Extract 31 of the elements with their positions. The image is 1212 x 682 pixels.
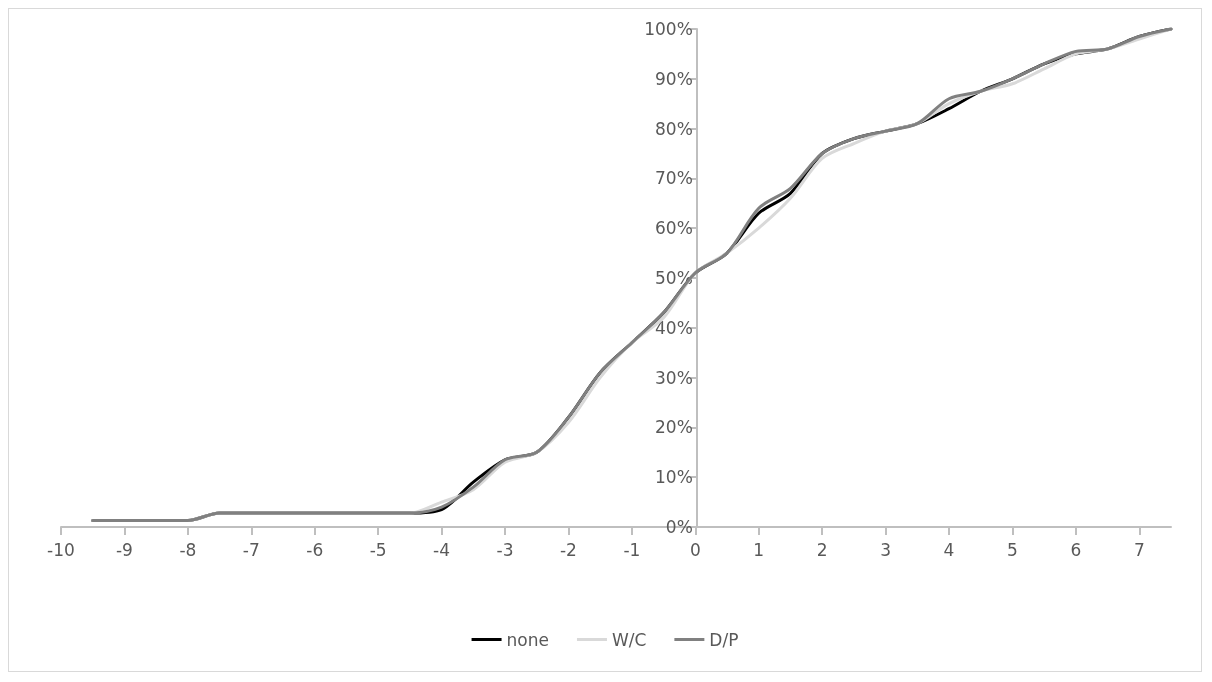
y-tick-label: 80%	[655, 118, 693, 139]
x-tick-label: -3	[496, 539, 514, 560]
y-tick-label: 10%	[655, 467, 693, 488]
x-tick-label: 7	[1133, 539, 1145, 560]
y-tick-label: 90%	[655, 68, 693, 89]
y-tick-label: 60%	[655, 218, 693, 239]
y-tick-label: 100%	[644, 19, 693, 39]
x-tick-label: 5	[1007, 539, 1018, 560]
legend-label: D/P	[709, 629, 739, 650]
y-tick-label: 40%	[655, 317, 693, 338]
x-tick-label: -1	[623, 539, 641, 560]
x-tick-label: -2	[559, 539, 577, 560]
x-tick-label: 6	[1070, 539, 1082, 560]
y-tick-label: 70%	[655, 168, 693, 189]
x-tick-label: -7	[242, 539, 260, 560]
x-tick-label: 1	[753, 539, 765, 560]
y-tick-label: 30%	[655, 367, 693, 388]
y-tick-label: 20%	[655, 417, 693, 438]
x-tick-label: 4	[943, 539, 955, 560]
x-tick-label: -9	[115, 539, 133, 560]
x-tick-label: 0	[689, 539, 701, 560]
legend-label: none	[506, 629, 549, 650]
x-tick-label: 3	[880, 539, 891, 560]
legend-label: W/C	[611, 629, 647, 650]
y-tick-label: 0%	[665, 517, 693, 537]
x-tick-label: -6	[306, 539, 324, 560]
x-tick-label: -10	[47, 539, 75, 560]
x-tick-label: 2	[816, 539, 828, 560]
x-tick-label: -4	[433, 539, 451, 560]
x-tick-label: -5	[369, 539, 387, 560]
x-tick-label: -8	[179, 539, 197, 560]
